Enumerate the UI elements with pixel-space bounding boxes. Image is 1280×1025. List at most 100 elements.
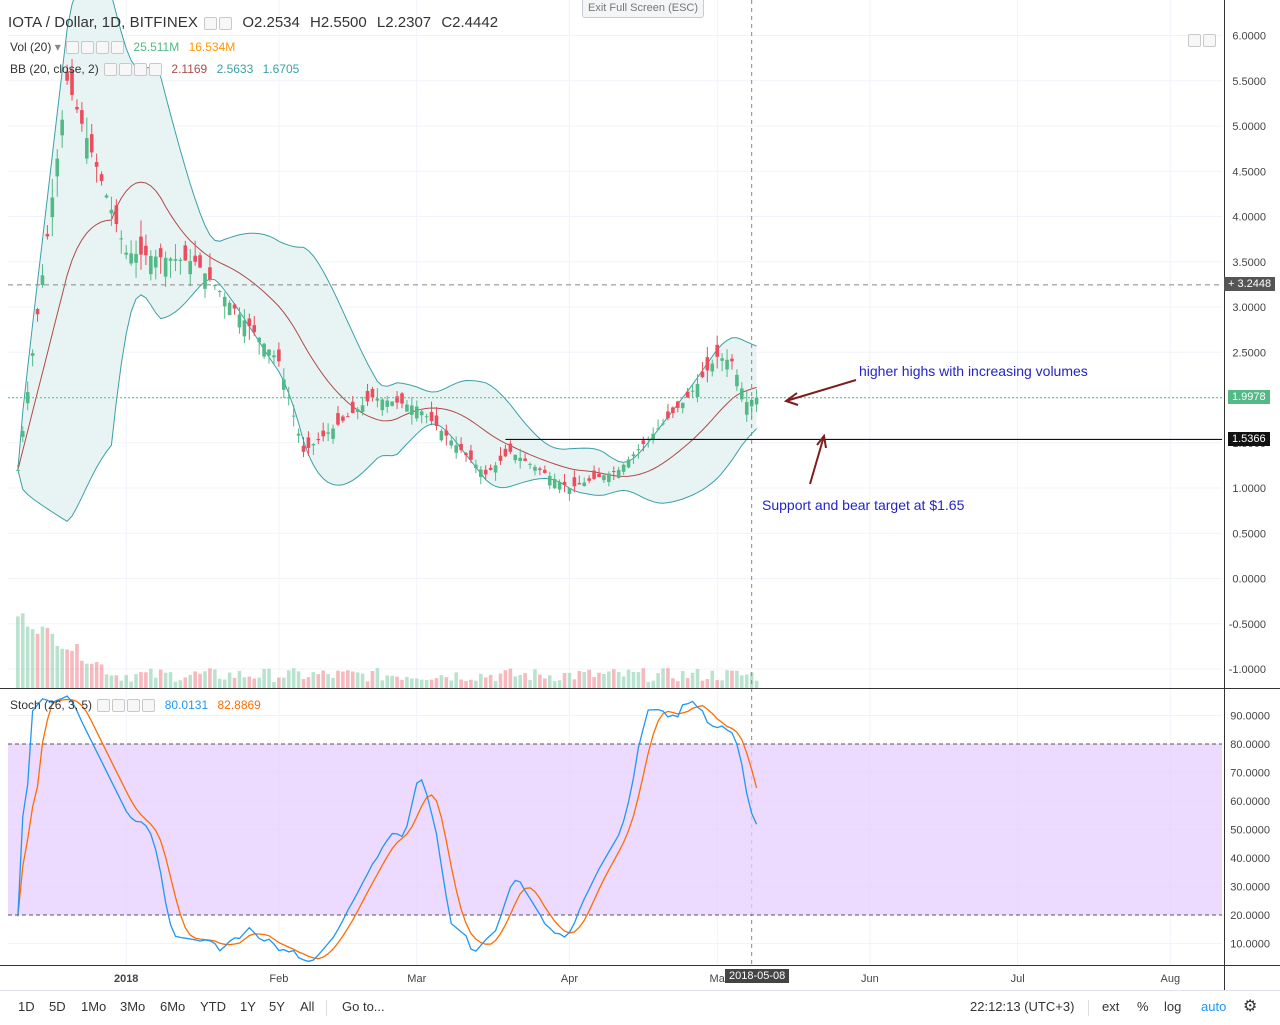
volume-bar bbox=[311, 672, 316, 688]
candle-body bbox=[567, 488, 572, 494]
candle-body bbox=[144, 245, 148, 256]
pane-controls[interactable] bbox=[1186, 34, 1216, 47]
range-5d-button[interactable]: 5D bbox=[49, 999, 66, 1014]
candle-body bbox=[173, 259, 178, 261]
candle-body bbox=[661, 423, 665, 425]
candle-body bbox=[715, 344, 719, 357]
volume-legend-name[interactable]: Vol (20) bbox=[10, 40, 52, 54]
candle-body bbox=[70, 69, 74, 96]
volume-bar bbox=[690, 672, 695, 688]
exit-fullscreen-button[interactable]: Exit Full Screen (ESC) bbox=[582, 0, 704, 18]
settings-icon[interactable] bbox=[119, 63, 133, 77]
volume-bar bbox=[557, 680, 562, 688]
pane-up-icon[interactable] bbox=[1188, 34, 1201, 47]
range-all-button[interactable]: All bbox=[300, 999, 315, 1014]
range-6mo-button[interactable]: 6Mo bbox=[160, 999, 186, 1014]
volume-bar bbox=[454, 672, 458, 688]
candle-body bbox=[454, 445, 458, 453]
range-1y-button[interactable]: 1Y bbox=[240, 999, 256, 1014]
volume-bar bbox=[592, 677, 596, 688]
volume-bar bbox=[518, 674, 522, 688]
close-icon[interactable] bbox=[149, 63, 163, 77]
candle-body bbox=[301, 445, 306, 452]
eye-icon[interactable] bbox=[104, 63, 118, 77]
volume-bar bbox=[710, 670, 715, 688]
volume-bar bbox=[119, 680, 124, 688]
candle-body bbox=[272, 355, 276, 358]
candle-body bbox=[587, 478, 591, 481]
candle-body bbox=[410, 405, 414, 415]
candlesticks bbox=[16, 58, 759, 501]
volume-bar bbox=[134, 674, 138, 688]
close-icon[interactable] bbox=[142, 699, 156, 713]
candle-body bbox=[597, 473, 601, 478]
stoch-k-value: 80.0131 bbox=[164, 698, 209, 712]
volume-bar bbox=[124, 675, 128, 688]
chevron-down-icon[interactable]: ▾ bbox=[54, 40, 61, 54]
candle-body bbox=[139, 236, 143, 255]
candle-body bbox=[380, 399, 385, 411]
candle-body bbox=[508, 443, 513, 452]
volume-bar bbox=[35, 633, 40, 688]
volume-bar bbox=[282, 677, 286, 688]
volume-bar bbox=[30, 629, 35, 688]
range-5y-button[interactable]: 5Y bbox=[269, 999, 285, 1014]
volume-bar bbox=[577, 670, 582, 688]
arrow-head bbox=[816, 433, 827, 449]
bb-legend-name[interactable]: BB (20, close, 2) bbox=[10, 62, 99, 76]
log-toggle[interactable]: log bbox=[1164, 999, 1182, 1014]
symbol-title[interactable]: IOTA / Dollar, 1D, BITFINEX bbox=[8, 14, 198, 31]
candle-body bbox=[129, 253, 133, 264]
volume-bar bbox=[237, 670, 242, 688]
settings-icon[interactable] bbox=[219, 16, 233, 30]
settings-icon[interactable] bbox=[81, 41, 95, 55]
auto-toggle[interactable]: auto bbox=[1201, 999, 1227, 1014]
volume-bar bbox=[646, 681, 651, 688]
eye-icon[interactable] bbox=[66, 41, 80, 55]
range-ytd-button[interactable]: YTD bbox=[200, 999, 226, 1014]
y-tick-label: 0.5000 bbox=[1232, 528, 1266, 540]
candle-body bbox=[30, 353, 35, 356]
annotation-higher-highs[interactable]: higher highs with increasing volumes bbox=[859, 363, 1088, 379]
ext-toggle[interactable]: ext bbox=[1102, 999, 1120, 1014]
plus-icon[interactable] bbox=[134, 63, 148, 77]
volume-bar bbox=[611, 669, 616, 688]
candle-body bbox=[754, 397, 759, 405]
eye-icon[interactable] bbox=[97, 699, 111, 713]
divider bbox=[326, 1000, 327, 1016]
gear-icon[interactable]: ⚙ bbox=[1243, 998, 1258, 1015]
stoch-tick-label: 90.0000 bbox=[1230, 711, 1270, 723]
volume-bar bbox=[114, 675, 119, 688]
volume-bar bbox=[149, 668, 153, 688]
stoch-legend-name[interactable]: Stoch (26, 3, 5) bbox=[10, 698, 93, 712]
x-tick-label: Ma bbox=[710, 973, 726, 985]
percent-toggle[interactable]: % bbox=[1137, 999, 1149, 1014]
plus-icon[interactable] bbox=[127, 699, 141, 713]
settings-icon[interactable] bbox=[112, 699, 126, 713]
close-icon[interactable] bbox=[111, 41, 125, 55]
volume-bar bbox=[656, 673, 660, 688]
stoch-d-line bbox=[17, 698, 758, 960]
plus-icon[interactable] bbox=[96, 41, 110, 55]
candle-body bbox=[680, 402, 685, 409]
pane-maximize-icon[interactable] bbox=[1203, 34, 1216, 47]
candle-body bbox=[306, 437, 311, 448]
y-tick-label: -0.5000 bbox=[1229, 619, 1266, 631]
volume-bar bbox=[360, 673, 365, 688]
volume-bar bbox=[666, 668, 670, 688]
chart-canvas[interactable]: 2018 Feb Mar Apr Ma Jun Jul Aug 6.0000 5.5000 5.0… bbox=[0, 0, 1280, 990]
annotation-support[interactable]: Support and bear target at $1.65 bbox=[762, 497, 965, 513]
candle-body bbox=[149, 255, 153, 275]
range-1mo-button[interactable]: 1Mo bbox=[81, 999, 107, 1014]
volume-bar bbox=[75, 644, 79, 688]
candle-body bbox=[45, 233, 50, 237]
stoch-tick-label: 30.0000 bbox=[1230, 882, 1270, 894]
range-1d-button[interactable]: 1D bbox=[18, 999, 35, 1014]
eye-icon[interactable] bbox=[204, 16, 218, 30]
goto-button[interactable]: Go to... bbox=[342, 999, 385, 1014]
volume-bar bbox=[680, 670, 685, 688]
volume-bar bbox=[720, 680, 724, 688]
candle-body bbox=[666, 411, 670, 419]
range-3mo-button[interactable]: 3Mo bbox=[120, 999, 146, 1014]
volume-bar bbox=[94, 662, 99, 688]
